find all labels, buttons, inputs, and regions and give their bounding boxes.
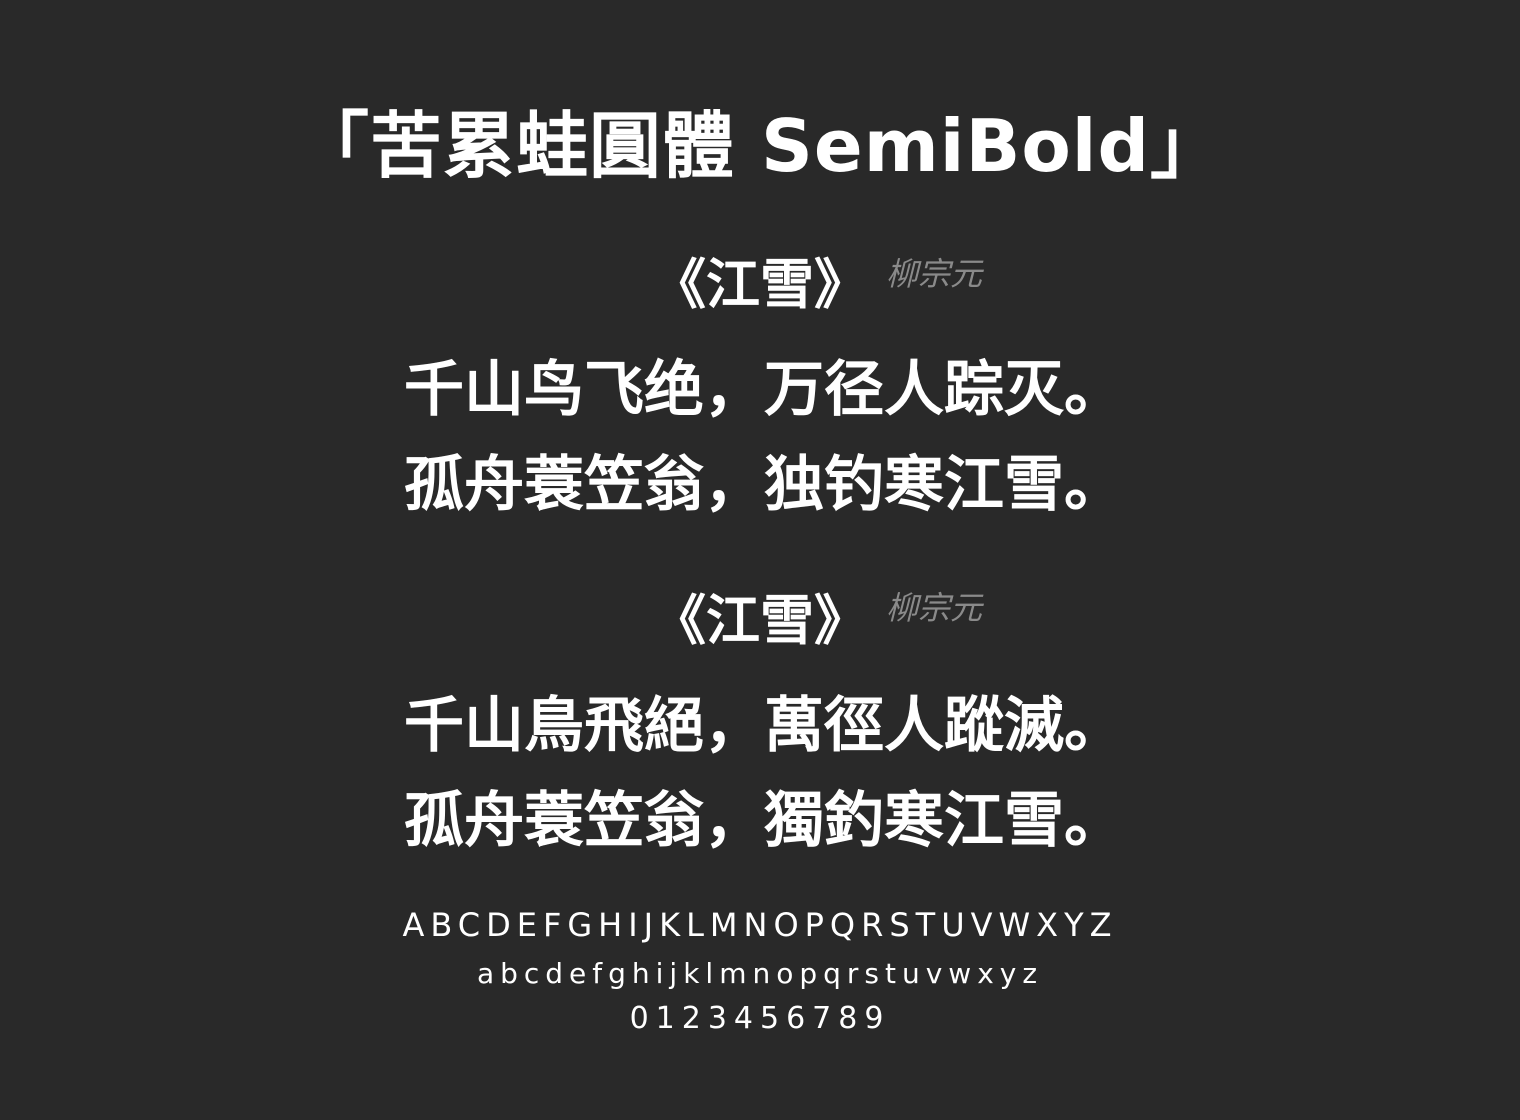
poem-author: 柳宗元 bbox=[886, 589, 983, 627]
verse-line: 孤舟蓑笠翁，独钓寒江雪。 bbox=[404, 450, 1124, 520]
verse-line: 孤舟蓑笠翁，獨釣寒江雪。 bbox=[404, 786, 1124, 856]
verse-line: 千山鸟飞绝，万径人踪灭。 bbox=[404, 355, 1124, 425]
poem-author: 柳宗元 bbox=[886, 255, 983, 293]
digits-sample: 0123456789 bbox=[629, 1001, 891, 1036]
verse-line: 千山鳥飛絕，萬徑人蹤滅。 bbox=[404, 691, 1124, 761]
poem-title: 《江雪》 bbox=[652, 253, 868, 316]
lowercase-sample: abcdefghijklmnopqrstuvwxyz bbox=[476, 957, 1044, 990]
poem-title: 《江雪》 bbox=[652, 589, 868, 652]
font-title: 「苦累蛙圓體 SemiBold」 bbox=[296, 104, 1224, 188]
uppercase-sample: ABCDEFGHIJKLMNOPQRSTUVWXYZ bbox=[402, 906, 1118, 944]
